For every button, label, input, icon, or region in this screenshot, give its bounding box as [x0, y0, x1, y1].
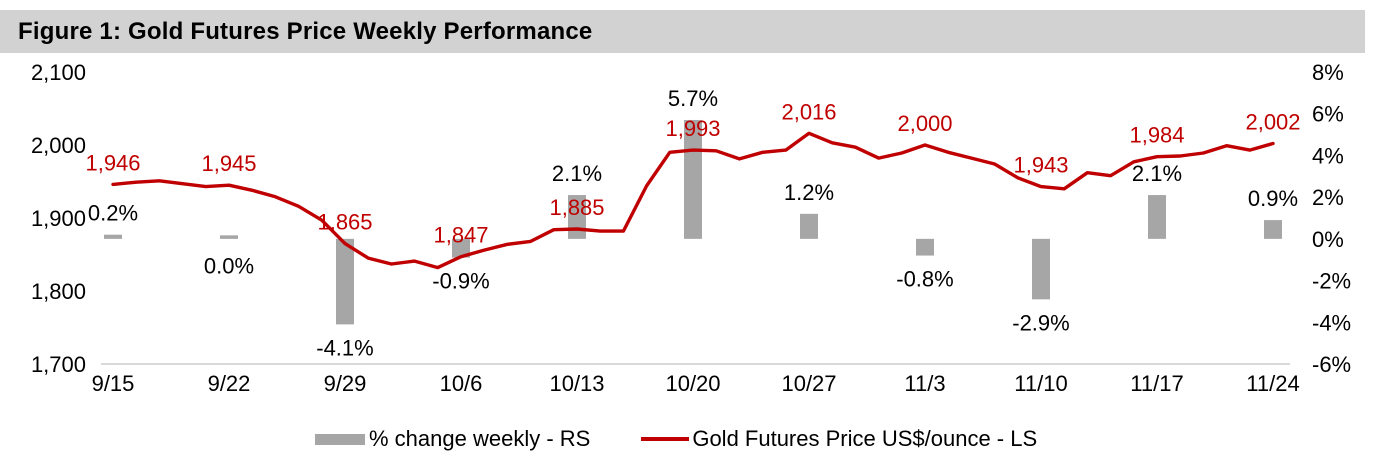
weekly-change-bar — [1032, 238, 1050, 300]
pct-change-label: 2.1% — [552, 161, 602, 186]
price-point-label: 1,946 — [85, 150, 140, 175]
price-point-label: 2,000 — [897, 111, 952, 136]
pct-change-label: 0.9% — [1248, 186, 1298, 211]
x-axis-label: 11/24 — [1246, 371, 1299, 396]
x-axis-label: 10/27 — [781, 371, 836, 396]
price-point-label: 1,847 — [433, 223, 488, 248]
line-series-legend-label: Gold Futures Price US$/ounce - LS — [692, 426, 1038, 451]
pct-change-label: 2.1% — [1132, 161, 1182, 186]
y-axis-left-tick-label: 1,900 — [31, 206, 86, 231]
y-axis-right-tick-label: -2% — [1312, 269, 1351, 294]
weekly-change-bar — [1264, 220, 1282, 239]
weekly-change-bar — [104, 234, 122, 239]
price-point-label: 1,865 — [317, 210, 372, 235]
y-axis-right-tick-label: 0% — [1312, 227, 1344, 252]
y-axis-right-tick-label: 6% — [1312, 102, 1344, 127]
pct-change-label: 1.2% — [784, 180, 834, 205]
pct-change-label: 5.7% — [668, 86, 718, 111]
pct-change-label: 0.0% — [204, 253, 254, 278]
price-point-label: 2,002 — [1245, 110, 1300, 135]
y-axis-left-tick-label: 2,100 — [31, 60, 86, 85]
x-axis-label: 9/22 — [208, 371, 251, 396]
x-axis-label: 9/15 — [92, 371, 135, 396]
y-axis-left-tick-label: 2,000 — [31, 133, 86, 158]
bar-series-legend-label: % change weekly - RS — [369, 426, 591, 451]
y-axis-right-tick-label: -6% — [1312, 352, 1351, 377]
chart-legend: % change weekly - RS Gold Futures Price … — [315, 425, 1037, 453]
gold-price-line — [111, 131, 1275, 270]
pct-change-label: -0.9% — [432, 269, 489, 294]
pct-change-label: -0.8% — [896, 267, 953, 292]
y-axis-right-tick-label: 4% — [1312, 143, 1344, 168]
bar-series-swatch-icon — [315, 433, 365, 445]
weekly-change-bar — [1148, 195, 1166, 239]
figure-title-bar: Figure 1: Gold Futures Price Weekly Perf… — [0, 10, 1365, 53]
pct-change-label: -4.1% — [316, 335, 373, 360]
pct-change-label: -2.9% — [1012, 310, 1069, 335]
price-point-label: 1,984 — [1129, 123, 1184, 148]
x-axis-label: 10/20 — [665, 371, 720, 396]
weekly-change-bar — [452, 238, 470, 258]
x-axis-label: 11/17 — [1130, 371, 1183, 396]
figure-title: Figure 1: Gold Futures Price Weekly Perf… — [18, 17, 593, 45]
x-axis-label: 10/13 — [549, 371, 604, 396]
price-point-label: 1,885 — [549, 195, 604, 220]
weekly-change-bar — [220, 235, 238, 239]
y-axis-right-tick-label: 8% — [1312, 60, 1344, 85]
line-series-swatch-icon — [641, 437, 690, 441]
weekly-change-bar — [916, 238, 934, 256]
y-axis-left-tick-label: 1,800 — [31, 279, 86, 304]
y-axis-left-tick-label: 1,700 — [31, 352, 86, 377]
y-axis-right-tick-label: -4% — [1312, 310, 1351, 335]
x-axis-label: 9/29 — [324, 371, 367, 396]
weekly-change-bar — [336, 238, 354, 325]
price-point-label: 1,945 — [201, 151, 256, 176]
pct-change-label: 0.2% — [88, 201, 138, 226]
price-point-label: 2,016 — [781, 99, 836, 124]
price-point-label: 1,943 — [1013, 153, 1068, 178]
price-point-label: 1,993 — [665, 116, 720, 141]
y-axis-right-tick-label: 2% — [1312, 185, 1344, 210]
x-axis-label: 11/3 — [904, 371, 945, 396]
weekly-change-bar — [800, 213, 818, 239]
x-axis-label: 10/6 — [440, 371, 483, 396]
x-axis-label: 11/10 — [1014, 371, 1067, 396]
